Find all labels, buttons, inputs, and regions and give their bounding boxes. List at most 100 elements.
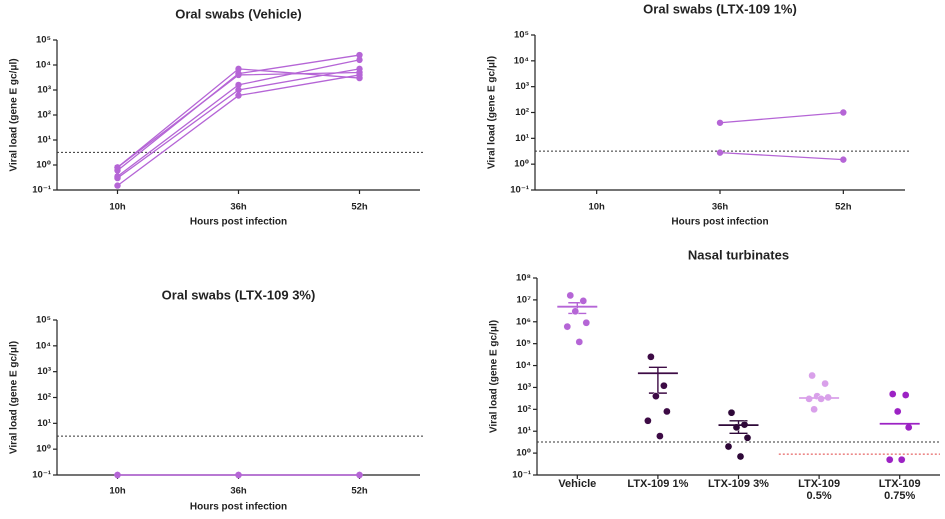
x-tick-label: 52h <box>351 486 368 497</box>
data-point <box>356 56 363 64</box>
data-point <box>743 433 752 442</box>
y-tick-label: 10² <box>515 107 529 118</box>
x-tick-label: LTX-109 0.75% <box>878 478 921 502</box>
data-point <box>579 297 588 305</box>
x-axis-label: Hours post infection <box>190 217 287 228</box>
x-tick-label-box: LTX-109 0.5% <box>798 478 841 502</box>
chart-title: Oral swabs (LTX-109 3%) <box>162 287 316 302</box>
x-tick-label-box: LTX-109 3% <box>708 478 769 490</box>
y-tick-label: 10⁴ <box>514 55 530 66</box>
y-tick-label: 10⁵ <box>514 30 529 41</box>
data-point <box>810 405 818 414</box>
data-point <box>888 390 897 398</box>
y-tick-label: 10⁷ <box>517 294 532 305</box>
chart-title: Nasal turbinates <box>688 247 789 262</box>
x-axis-label: Hours post infection <box>190 502 287 513</box>
data-point <box>235 92 242 99</box>
data-point <box>727 408 736 417</box>
data-point <box>904 423 913 432</box>
y-tick-label: 10² <box>37 392 51 403</box>
y-tick-label: 10³ <box>37 366 51 377</box>
y-tick-label: 10³ <box>517 382 531 393</box>
x-tick-label: 52h <box>351 202 368 213</box>
data-point <box>716 119 724 126</box>
y-tick-label: 10⁰ <box>36 160 51 171</box>
data-point <box>571 307 580 316</box>
data-point <box>893 407 902 416</box>
x-tick-label: LTX-109 1% <box>627 478 689 490</box>
data-point <box>566 291 575 300</box>
y-tick-label: 10⁴ <box>36 340 52 351</box>
y-tick-label: 10⁻¹ <box>512 470 531 481</box>
y-tick-label: 10⁰ <box>36 444 51 455</box>
x-tick-label: Vehicle <box>558 478 597 490</box>
x-tick-label-box: Vehicle <box>558 478 597 490</box>
y-tick-label: 10¹ <box>517 426 531 437</box>
data-point <box>114 164 121 171</box>
data-point <box>356 51 363 59</box>
y-tick-label: 10⁰ <box>516 448 531 459</box>
x-tick-label-box: LTX-109 1% <box>627 478 689 490</box>
data-point <box>356 69 363 76</box>
y-tick-label: 10³ <box>37 85 51 96</box>
data-point <box>885 455 894 464</box>
data-point <box>575 338 584 346</box>
y-tick-label: 10¹ <box>515 133 529 144</box>
y-tick-label: 10² <box>517 404 531 415</box>
data-point <box>660 381 668 390</box>
chart-title: Oral swabs (LTX-109 1%) <box>643 1 797 16</box>
y-tick-label: 10⁶ <box>516 316 531 327</box>
y-tick-label: 10⁵ <box>516 338 531 349</box>
data-point <box>235 86 242 94</box>
data-point <box>114 471 121 479</box>
data-point <box>235 81 242 89</box>
x-tick-label: 36h <box>230 202 247 213</box>
y-tick-label: 10⁸ <box>516 273 531 284</box>
x-tick-label: 10h <box>588 202 605 213</box>
x-axis-label: Hours post infection <box>671 217 768 228</box>
data-point <box>356 471 363 479</box>
x-tick-label: 10h <box>109 202 126 213</box>
data-point <box>235 71 242 79</box>
y-tick-label: 10⁻¹ <box>510 185 529 196</box>
chart-title: Oral swabs (Vehicle) <box>175 6 301 21</box>
data-point <box>647 352 655 361</box>
x-tick-label: 36h <box>712 202 729 213</box>
y-tick-label: 10⁴ <box>36 60 52 71</box>
x-tick-label: LTX-109 0.5% <box>798 478 841 502</box>
data-point <box>582 318 591 327</box>
y-tick-label: 10⁵ <box>36 35 51 46</box>
y-axis-label: Viral load (gene E gc/μl) <box>487 56 498 169</box>
series-line <box>719 151 844 161</box>
x-tick-label: 52h <box>835 202 852 213</box>
data-point <box>840 109 847 116</box>
y-tick-label: 10⁵ <box>36 315 51 326</box>
data-point <box>821 379 829 388</box>
y-tick-label: 10⁰ <box>514 159 529 170</box>
data-point <box>663 407 671 416</box>
data-point <box>736 452 745 461</box>
y-tick-label: 10¹ <box>37 135 51 146</box>
y-tick-label: 10¹ <box>37 418 51 429</box>
data-point <box>817 395 825 403</box>
x-tick-label-box: LTX-109 0.75% <box>878 478 921 502</box>
x-tick-label: LTX-109 3% <box>708 478 769 490</box>
y-axis-label: Viral load (gene E gc/μl) <box>9 58 20 171</box>
data-point <box>644 416 652 425</box>
y-tick-label: 10⁻¹ <box>32 185 51 196</box>
data-point <box>724 442 733 451</box>
x-tick-label: 10h <box>109 486 126 497</box>
y-axis-label: Viral load (gene E gc/μl) <box>9 341 20 454</box>
data-point <box>114 182 121 189</box>
data-point <box>563 322 572 331</box>
data-point <box>652 392 660 401</box>
data-point <box>114 174 121 182</box>
data-point <box>235 65 242 73</box>
data-point <box>235 471 242 479</box>
data-point <box>897 455 906 464</box>
y-tick-label: 10³ <box>515 81 529 92</box>
data-point <box>656 432 664 440</box>
y-axis-label: Viral load (gene E gc/μl) <box>489 320 500 433</box>
data-point <box>805 395 813 403</box>
